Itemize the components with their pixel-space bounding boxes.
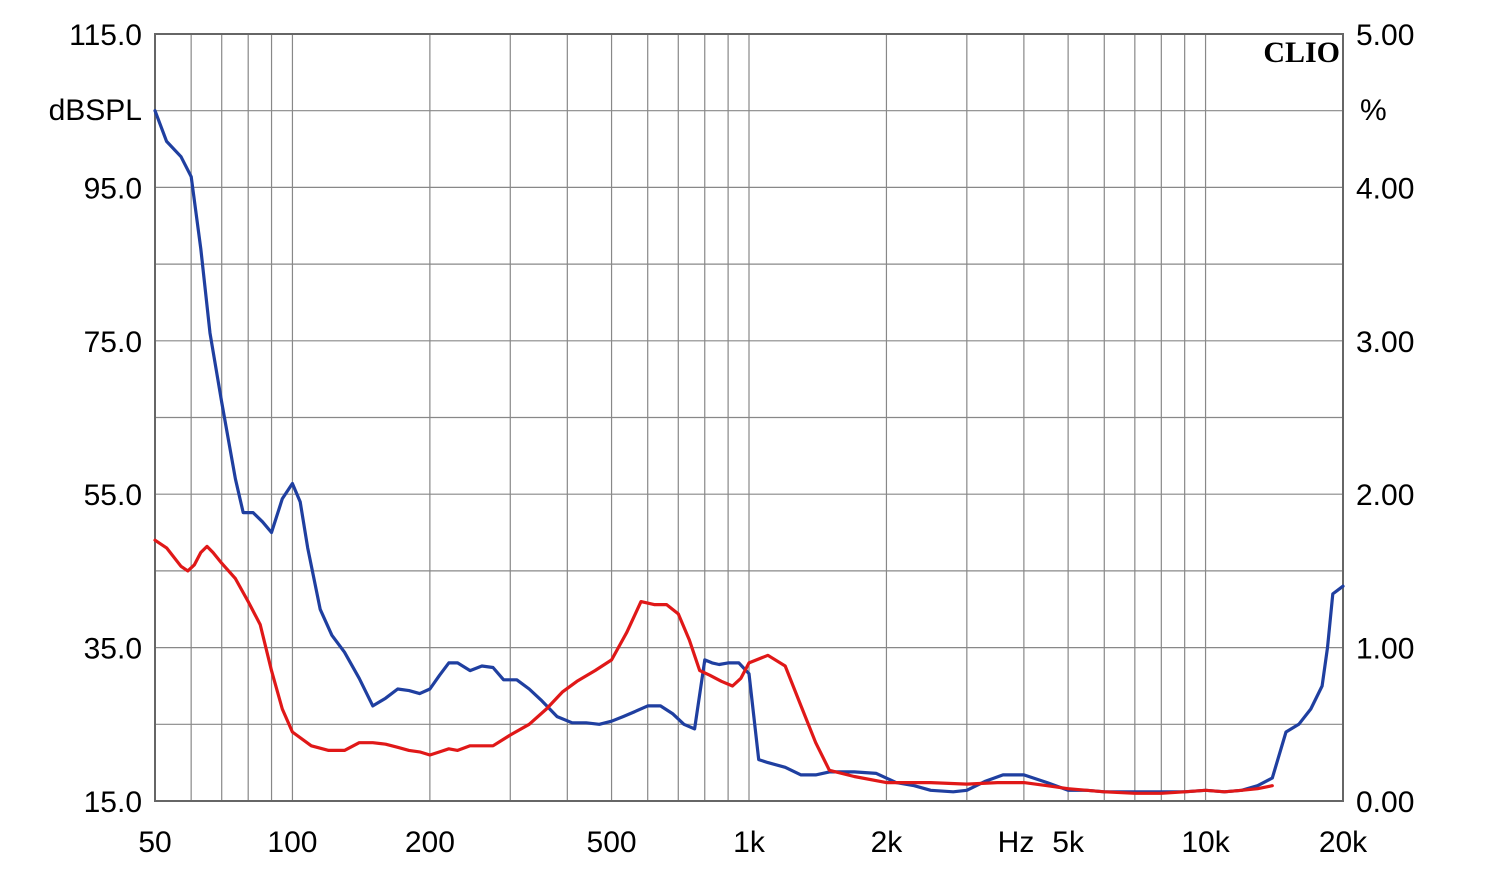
y-left-tick-label: 75.0 [84, 326, 142, 359]
y-right-unit-label: % [1360, 94, 1387, 127]
y-left-tick-label: 95.0 [84, 172, 142, 205]
x-unit-label: Hz [998, 826, 1035, 859]
y-right-tick-label: 5.00 [1356, 19, 1414, 52]
y-right-tick-label: 2.00 [1356, 479, 1414, 512]
y-right-tick-label: 1.00 [1356, 633, 1414, 666]
y-right-tick-label: 3.00 [1356, 326, 1414, 359]
x-tick-label: 1k [733, 826, 766, 859]
y-left-tick-label: 55.0 [84, 479, 142, 512]
x-axis-ticks: 50 100 200 500 1k 2k 5k 10k 20k [138, 826, 1368, 859]
x-tick-label: 10k [1181, 826, 1230, 859]
y-left-tick-label: 15.0 [84, 786, 142, 819]
y-right-axis-ticks: 5.00 4.00 3.00 2.00 1.00 0.00 [1356, 19, 1414, 819]
y-left-tick-label: 115.0 [69, 19, 142, 52]
y-left-axis-ticks: 115.0 95.0 75.0 55.0 35.0 15.0 [69, 19, 142, 819]
y-right-tick-label: 0.00 [1356, 786, 1414, 819]
x-tick-label: 20k [1319, 826, 1368, 859]
brand-logo: CLIO [1263, 36, 1340, 69]
x-tick-label: 500 [587, 826, 637, 859]
x-tick-label: 5k [1052, 826, 1085, 859]
x-tick-label: 50 [138, 826, 171, 859]
series-group [153, 109, 1345, 795]
y-left-tick-label: 35.0 [84, 633, 142, 666]
plot-frame [154, 33, 1344, 802]
y-right-tick-label: 4.00 [1356, 172, 1414, 205]
x-tick-label: 100 [267, 826, 317, 859]
y-left-unit-label: dBSPL [49, 94, 142, 127]
x-tick-label: 200 [405, 826, 455, 859]
series-line-red [153, 538, 1274, 795]
x-tick-label: 2k [871, 826, 904, 859]
